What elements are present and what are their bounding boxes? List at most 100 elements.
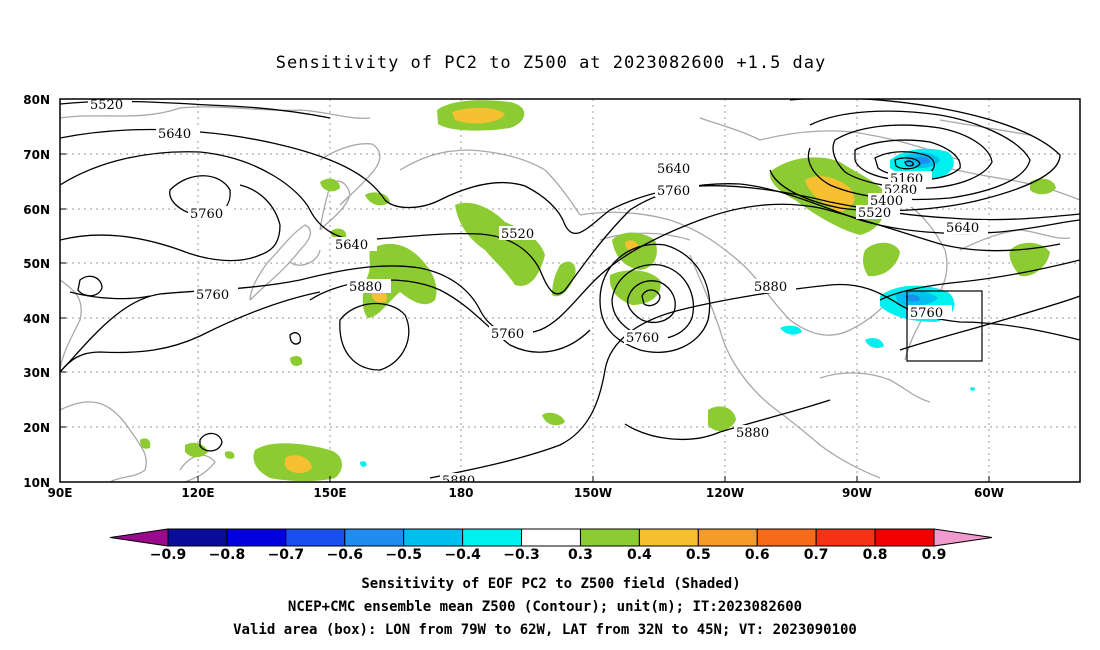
positive-sensitivity-shading <box>140 100 1056 481</box>
colorbar-tick-label: 0.9 <box>922 547 947 563</box>
lat-tick-label: 70N <box>23 148 50 162</box>
contour-line <box>641 289 661 307</box>
shade-patch <box>290 356 303 366</box>
lon-tick-label: 180 <box>448 486 473 500</box>
figure-title: Sensitivity of PC2 to Z500 at 2023082600… <box>276 53 827 73</box>
shade-patch <box>609 270 661 305</box>
contour-line <box>832 124 993 189</box>
contour-label: 5880 <box>442 474 475 489</box>
colorbar-tick-label: 0.6 <box>745 547 770 563</box>
contour-label: 5640 <box>657 162 690 177</box>
colorbar-tick-label: 0.3 <box>568 547 593 563</box>
colorbar-tick-label: −0.7 <box>268 547 305 563</box>
contour-label: 5760 <box>491 327 524 342</box>
shade-patch <box>455 202 545 286</box>
lon-tick-label: 90W <box>842 486 872 500</box>
contour-label: 5880 <box>754 280 787 295</box>
colorbar-swatch <box>521 528 581 547</box>
caption-line-3: Valid area (box): LON from 79W to 62W, L… <box>233 622 857 638</box>
contour-label: 5760 <box>196 288 229 303</box>
lat-tick-label: 80N <box>23 93 50 107</box>
shade-patch <box>970 387 976 391</box>
lon-tick-label: 120W <box>706 486 744 500</box>
lat-tick-label: 60N <box>23 203 50 217</box>
contour-line <box>807 110 1031 201</box>
lat-tick-label: 50N <box>23 257 50 271</box>
shade-patch <box>612 232 657 270</box>
contour-line <box>429 283 1080 479</box>
shade-patch <box>185 442 208 458</box>
shade-patch <box>552 261 576 297</box>
lon-gridlines <box>197 99 990 482</box>
colorbar-tick-label: −0.3 <box>503 547 540 563</box>
contour-line <box>77 275 103 297</box>
colorbar-swatch <box>579 528 640 547</box>
contour-label: 5760 <box>190 207 223 222</box>
contour-label: 5640 <box>335 238 368 253</box>
contour-label: 5880 <box>349 280 382 295</box>
colorbar-max-triangle <box>933 528 993 547</box>
valid-area-box <box>906 290 983 362</box>
shade-patch <box>224 451 235 459</box>
colorbar-tick-label: 0.5 <box>686 547 711 563</box>
caption-line-2: NCEP+CMC ensemble mean Z500 (Contour); u… <box>288 599 802 615</box>
contour-line <box>904 160 914 167</box>
contour-labels: 5520 5640 5760 5640 5760 5880 5520 5760 … <box>88 98 988 489</box>
lat-tick-label: 10N <box>23 476 50 490</box>
contour-label: 5520 <box>90 98 123 113</box>
map-panel: 5520 5640 5760 5640 5760 5880 5520 5760 … <box>60 98 1080 489</box>
colorbar-swatch <box>815 528 876 547</box>
colorbar-tick-label: −0.6 <box>327 547 364 563</box>
colorbar-swatch <box>226 528 287 547</box>
contour-label: 5520 <box>501 227 534 242</box>
contour-line <box>289 332 302 345</box>
colorbar-tick-label: 0.8 <box>863 547 888 563</box>
lat-tick-label: 20N <box>23 421 50 435</box>
contour-line <box>854 139 961 182</box>
colorbar-tick-label: −0.8 <box>209 547 246 563</box>
colorbar-labels: −0.9 −0.8 −0.7 −0.6 −0.5 −0.4 −0.3 0.3 0.4 0.5 0.6… <box>150 547 947 563</box>
shade-patch <box>863 242 900 277</box>
contour-label: 5760 <box>626 331 659 346</box>
contour-line <box>339 302 410 371</box>
contour-label: 5760 <box>910 306 943 321</box>
contour-label: 5640 <box>158 127 191 142</box>
lon-tick-labels: 90E 120E 150E 180 150W 120W 90W 60W <box>48 486 1004 500</box>
lon-tick-label: 90E <box>48 486 73 500</box>
shade-patch <box>320 178 340 192</box>
contour-label: 5640 <box>946 221 979 236</box>
colorbar-tick-label: −0.4 <box>444 547 481 563</box>
colorbar-tick-label: 0.7 <box>804 547 829 563</box>
colorbar-swatch <box>167 528 228 547</box>
colorbar-tick-label: −0.9 <box>150 547 187 563</box>
shade-patch <box>905 294 920 302</box>
contour-line <box>879 259 1080 301</box>
lat-tick-label: 40N <box>23 312 50 326</box>
contour-line <box>894 157 921 170</box>
shade-patch <box>360 461 367 467</box>
colorbar-tick-label: 0.4 <box>627 547 652 563</box>
colorbar-tick-label: −0.5 <box>385 547 422 563</box>
lon-tick-label: 120E <box>181 486 214 500</box>
contour-line <box>60 184 281 262</box>
lat-tick-label: 30N <box>23 366 50 380</box>
colorbar-swatch <box>638 528 699 547</box>
shade-patch <box>371 290 387 303</box>
map-frame <box>59 98 1081 483</box>
colorbar <box>109 528 993 547</box>
shade-patch <box>1009 242 1050 277</box>
colorbar-swatch <box>462 528 523 547</box>
lon-tick-label: 60W <box>974 486 1004 500</box>
colorbar-swatch <box>874 528 935 547</box>
shade-patch <box>140 438 151 449</box>
colorbar-swatch <box>697 528 758 547</box>
caption-line-1: Sensitivity of EOF PC2 to Z500 field (Sh… <box>361 576 740 592</box>
lon-tick-label: 150W <box>574 486 612 500</box>
lon-tick-label: 150E <box>313 486 346 500</box>
contour-label: 5880 <box>736 426 769 441</box>
contour-line <box>769 99 1061 212</box>
contour-line <box>899 295 1080 351</box>
contour-label: 5760 <box>657 184 690 199</box>
tick-marks <box>60 153 990 482</box>
